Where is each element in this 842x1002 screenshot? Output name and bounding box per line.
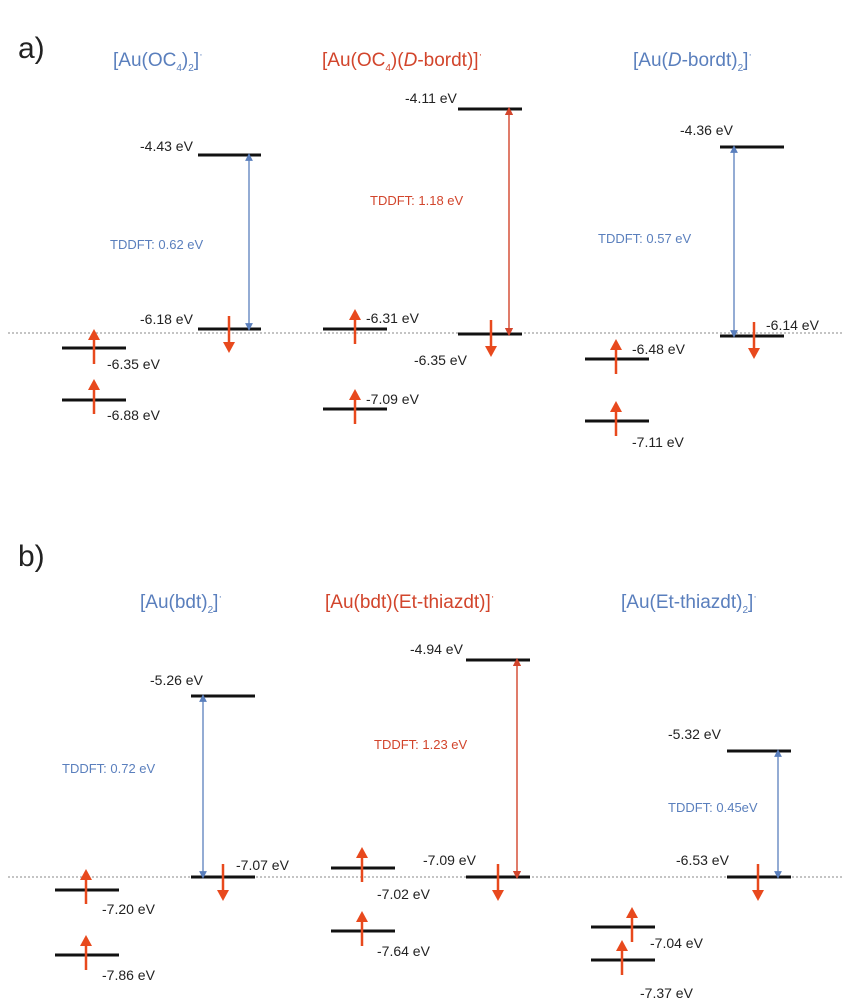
energy-b1-2: -7.86 eV <box>102 967 156 983</box>
energy-a3-1: -6.48 eV <box>632 341 686 357</box>
energy-a1-homo: -6.18 eV <box>140 311 194 327</box>
energy-a3-lumo: -4.36 eV <box>680 122 734 138</box>
energy-b3-homo: -6.53 eV <box>676 852 730 868</box>
energy-b2-homo: -7.09 eV <box>423 852 477 868</box>
title-a1: [Au(OC4)2]· <box>113 49 203 74</box>
spin-arrows-b1 <box>80 864 229 970</box>
tddft-a1: TDDFT: 0.62 eV <box>110 237 204 252</box>
energy-a3-homo: -6.14 eV <box>766 317 820 333</box>
spin-arrows-a2 <box>349 309 497 424</box>
title-b1: [Au(bdt)2]· <box>140 591 222 616</box>
spin-arrows-b2 <box>356 847 504 946</box>
tddft-a2: TDDFT: 1.18 eV <box>370 193 464 208</box>
energy-b3-1: -7.04 eV <box>650 935 704 951</box>
title-b2: [Au(bdt)(Et-thiazdt)]· <box>325 591 494 613</box>
energy-a1-2: -6.88 eV <box>107 407 161 423</box>
spin-arrows-b3 <box>616 864 764 975</box>
tddft-b1: TDDFT: 0.72 eV <box>62 761 156 776</box>
energy-a1-lumo: -4.43 eV <box>140 138 194 154</box>
energy-b1-homo: -7.07 eV <box>236 857 290 873</box>
energy-a1-1: -6.35 eV <box>107 356 161 372</box>
energy-b1-1: -7.20 eV <box>102 901 156 917</box>
tddft-b3: TDDFT: 0.45eV <box>668 800 758 815</box>
panel-a-label: a) <box>18 32 45 65</box>
energy-b2-2: -7.64 eV <box>377 943 431 959</box>
spin-arrows-a1 <box>88 316 235 414</box>
energy-a2-lumo: -4.11 eV <box>405 90 458 106</box>
panel-b-label: b) <box>18 540 45 573</box>
energy-a2-homo: -6.35 eV <box>414 352 468 368</box>
energy-b3-2: -7.37 eV <box>640 985 694 1001</box>
energy-a2-2: -7.09 eV <box>366 391 420 407</box>
energy-b1-lumo: -5.26 eV <box>150 672 204 688</box>
energy-b2-1: -7.02 eV <box>377 886 431 902</box>
energy-b3-lumo: -5.32 eV <box>668 726 722 742</box>
title-a2: [Au(OC4)(D-bordt)]· <box>322 49 482 74</box>
title-a3: [Au(D-bordt)2]· <box>633 49 752 74</box>
energy-b2-lumo: -4.94 eV <box>410 641 464 657</box>
title-b3: [Au(Et-thiazdt)2]· <box>621 591 757 616</box>
spin-arrows-a3 <box>610 322 760 436</box>
energy-a3-2: -7.11 eV <box>632 434 685 450</box>
energy-a2-1: -6.31 eV <box>366 310 420 326</box>
tddft-b2: TDDFT: 1.23 eV <box>374 737 468 752</box>
tddft-a3: TDDFT: 0.57 eV <box>598 231 692 246</box>
